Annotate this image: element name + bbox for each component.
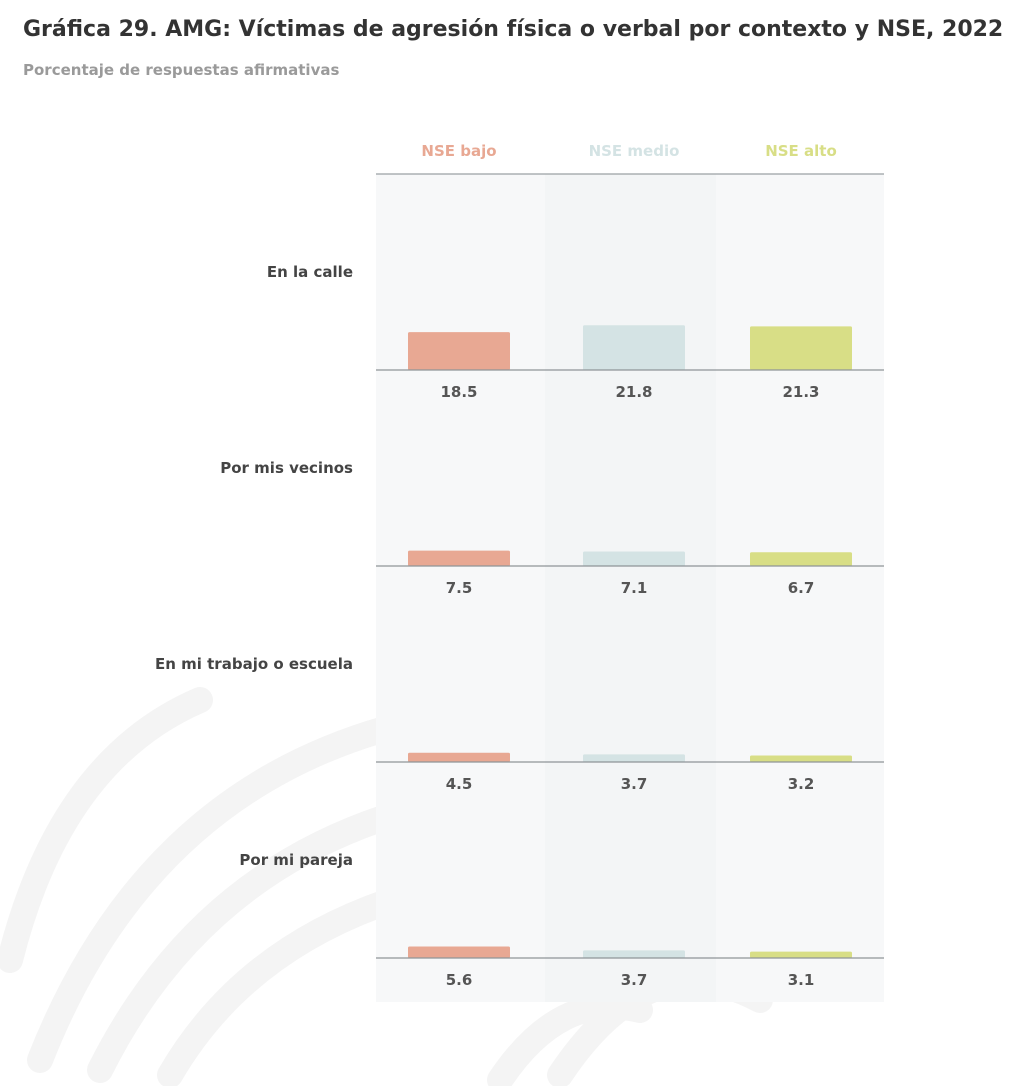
bar-por-mi-pareja-nse-medio: [583, 950, 685, 958]
bar-en-mi-trabajo-o-escuela-nse-bajo: [408, 752, 510, 762]
value-label: 7.1: [621, 579, 648, 597]
bar-por-mis-vecinos-nse-alto: [750, 552, 852, 566]
column-header-nse-bajo: NSE bajo: [421, 142, 496, 160]
value-label: 3.2: [788, 775, 815, 793]
panel-en-la-calle: En la calle 18.5 21.8 21.3: [267, 263, 884, 401]
category-label: Por mi pareja: [239, 851, 353, 869]
bar-por-mis-vecinos-nse-medio: [583, 551, 685, 566]
bar-por-mi-pareja-nse-alto: [750, 951, 852, 958]
chart-title: Gráfica 29. AMG: Víctimas de agresión fí…: [23, 17, 1004, 42]
value-label: 6.7: [788, 579, 815, 597]
column-header-nse-alto: NSE alto: [765, 142, 837, 160]
category-label: En mi trabajo o escuela: [155, 655, 353, 673]
bar-en-la-calle-nse-medio: [583, 325, 685, 370]
value-label: 21.8: [615, 383, 652, 401]
value-label: 7.5: [446, 579, 473, 597]
value-label: 3.7: [621, 775, 648, 793]
bar-en-la-calle-nse-alto: [750, 326, 852, 370]
column-band-2: [545, 174, 716, 1002]
bar-en-mi-trabajo-o-escuela-nse-medio: [583, 754, 685, 762]
category-label: Por mis vecinos: [220, 459, 353, 477]
bar-por-mi-pareja-nse-bajo: [408, 946, 510, 958]
category-label: En la calle: [267, 263, 353, 281]
panel-por-mis-vecinos: Por mis vecinos 7.5 7.1 6.7: [220, 459, 884, 597]
value-label: 3.1: [788, 971, 815, 989]
value-label: 18.5: [440, 383, 477, 401]
value-label: 21.3: [782, 383, 819, 401]
bar-en-mi-trabajo-o-escuela-nse-alto: [750, 755, 852, 762]
chart-subtitle: Porcentaje de respuestas afirmativas: [23, 61, 340, 79]
value-label: 4.5: [446, 775, 473, 793]
column-band-1: [376, 174, 545, 1002]
panel-por-mi-pareja: Por mi pareja 5.6 3.7 3.1: [239, 851, 884, 989]
column-header-nse-medio: NSE medio: [589, 142, 680, 160]
bar-por-mis-vecinos-nse-bajo: [408, 550, 510, 566]
panel-en-mi-trabajo-o-escuela: En mi trabajo o escuela 4.5 3.7 3.2: [155, 655, 884, 793]
column-band-3: [716, 174, 884, 1002]
value-label: 5.6: [446, 971, 473, 989]
bar-en-la-calle-nse-bajo: [408, 332, 510, 370]
value-label: 3.7: [621, 971, 648, 989]
